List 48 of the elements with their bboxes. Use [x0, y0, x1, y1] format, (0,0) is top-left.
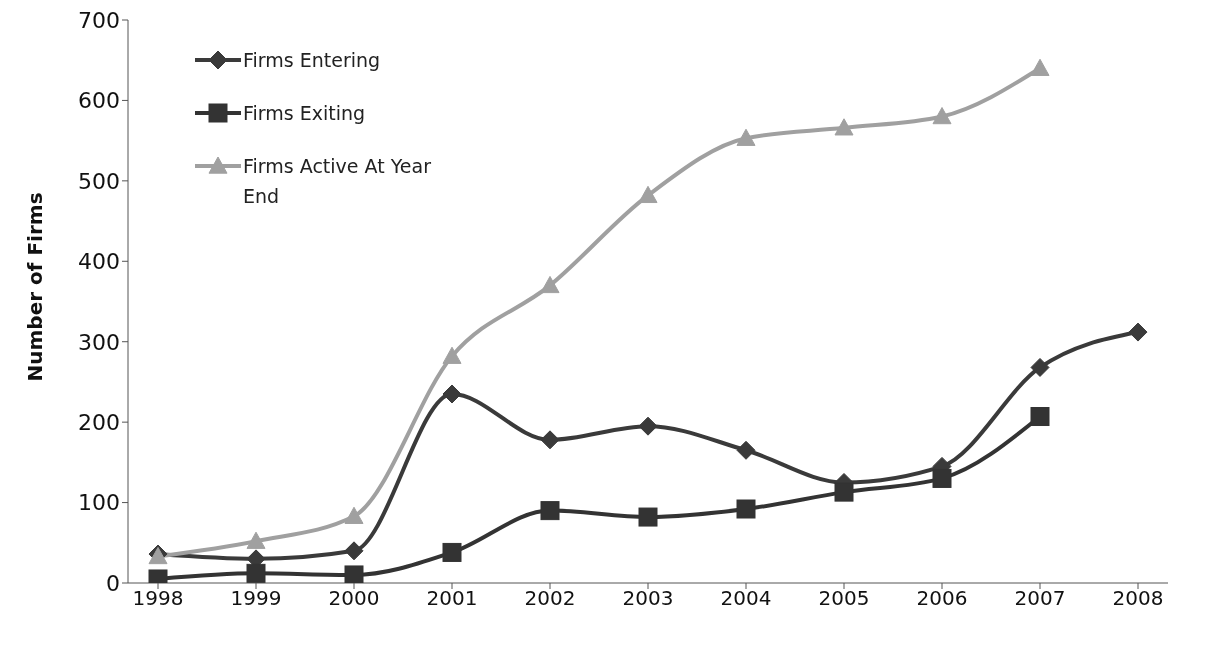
- legend-label: Firms Entering: [243, 48, 382, 73]
- y-tick-label: 100: [78, 490, 120, 516]
- point: [638, 507, 658, 527]
- y-tick-label: 400: [78, 249, 120, 275]
- x-tick-label: 1998: [132, 586, 184, 611]
- point: [344, 506, 364, 524]
- x-tick-label: 2007: [1014, 586, 1066, 611]
- y-tick-label: 300: [78, 329, 120, 355]
- point: [344, 541, 364, 561]
- point: [540, 501, 560, 521]
- x-tick-label: 2002: [524, 586, 576, 611]
- x-tick-label: 2008: [1112, 586, 1164, 611]
- point: [442, 346, 462, 364]
- x-tick-label: 2005: [818, 586, 870, 611]
- x-tick-label: 1999: [230, 586, 282, 611]
- point: [1030, 357, 1050, 377]
- point: [736, 128, 756, 146]
- point: [1030, 407, 1050, 427]
- y-tick-label: 0: [106, 570, 120, 596]
- point: [1128, 322, 1148, 342]
- point: [932, 107, 952, 125]
- legend-label: Firms Active At Year End: [243, 154, 432, 209]
- point: [834, 118, 854, 136]
- y-tick-label: 500: [78, 168, 120, 194]
- x-tick-label: 2000: [328, 586, 380, 611]
- x-tick-label: 2003: [622, 586, 674, 611]
- point: [638, 185, 658, 204]
- x-tick-label: 2004: [720, 586, 772, 611]
- point: [736, 499, 756, 519]
- point: [736, 440, 756, 460]
- legend-label: Firms Exiting: [243, 101, 367, 126]
- x-tick-label: 2001: [426, 586, 478, 611]
- y-axis-title: Number of Firms: [23, 192, 48, 382]
- point: [638, 416, 658, 436]
- y-tick-label: 700: [78, 7, 120, 33]
- point: [442, 384, 462, 404]
- point: [540, 430, 560, 450]
- x-tick-label: 2006: [916, 586, 968, 611]
- point: [1030, 58, 1050, 76]
- point: [442, 542, 462, 562]
- point: [246, 531, 266, 549]
- point: [246, 563, 266, 583]
- point: [932, 468, 952, 488]
- point: [834, 482, 854, 502]
- point: [344, 565, 364, 583]
- y-tick-label: 200: [78, 409, 120, 435]
- point: [540, 275, 560, 294]
- y-tick-label: 600: [78, 88, 120, 114]
